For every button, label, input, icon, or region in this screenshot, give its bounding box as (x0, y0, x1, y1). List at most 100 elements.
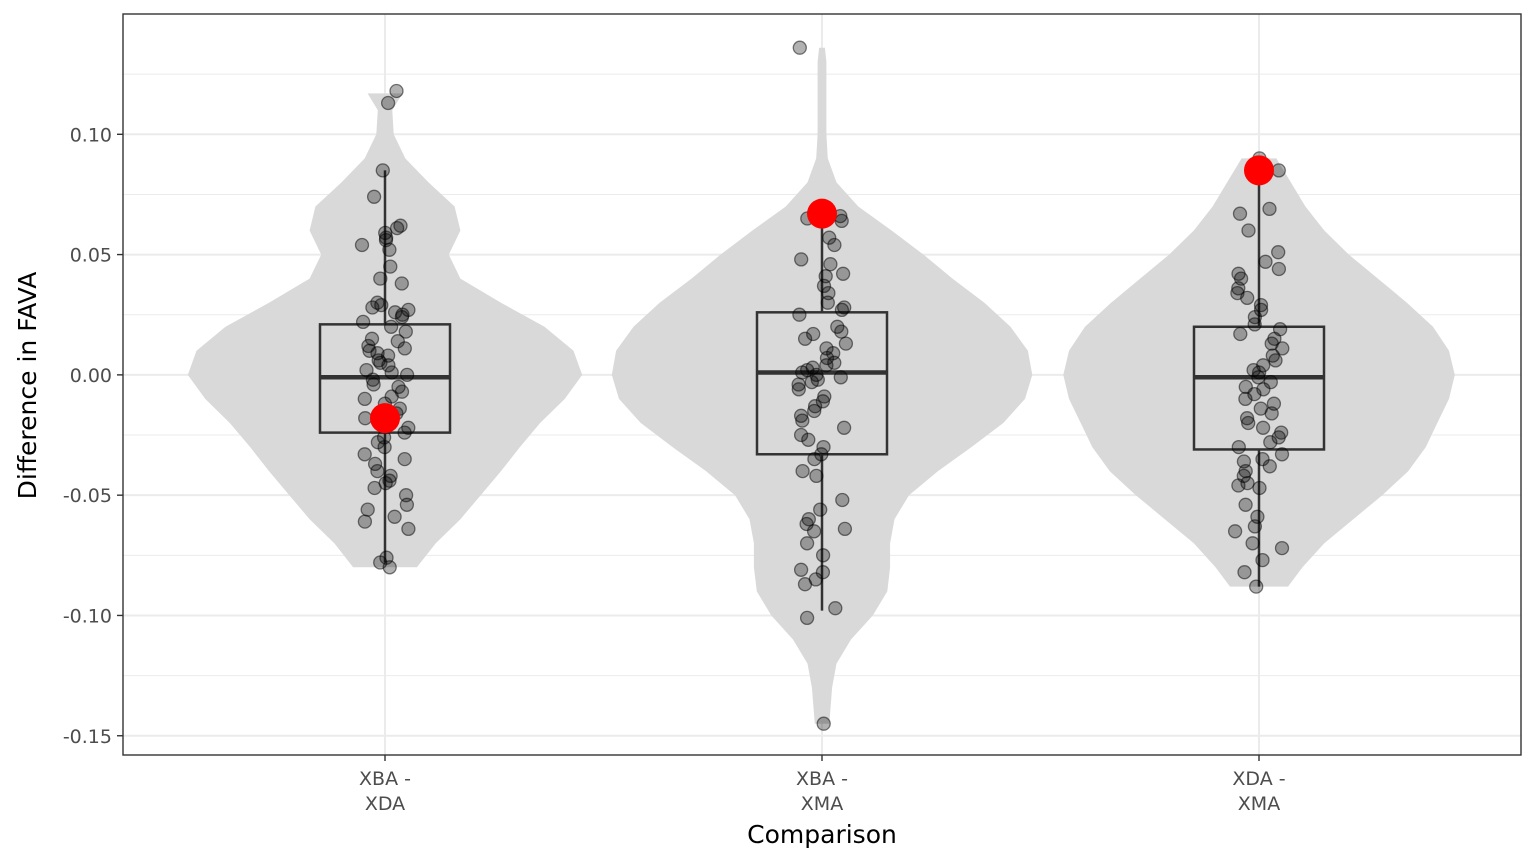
data-point (1275, 341, 1290, 356)
y-tick-label: 0.00 (70, 365, 112, 387)
data-point (1274, 447, 1290, 462)
data-point (383, 259, 398, 274)
data-point (381, 358, 396, 373)
data-point (398, 324, 413, 339)
data-point (1249, 579, 1264, 594)
data-point (375, 163, 390, 178)
data-point (1247, 317, 1262, 332)
data-point (358, 411, 373, 426)
data-point (1262, 459, 1277, 474)
data-point (1255, 552, 1270, 568)
data-point (1231, 478, 1246, 493)
data-point (373, 355, 388, 370)
data-point (837, 521, 853, 537)
data-point (1253, 297, 1269, 313)
data-point (809, 468, 824, 484)
data-point (1271, 430, 1286, 445)
data-point (819, 358, 834, 373)
x-tick-label: XMA (801, 793, 843, 815)
data-point (807, 403, 822, 419)
y-tick-label: 0.10 (70, 124, 112, 146)
y-tick-label: -0.10 (63, 605, 112, 627)
data-point (795, 463, 810, 479)
data-point (1241, 223, 1256, 238)
data-point (367, 480, 382, 496)
y-tick-label: -0.05 (63, 485, 112, 507)
data-point (834, 213, 849, 229)
data-point (397, 451, 412, 467)
data-point (1233, 326, 1248, 342)
data-point (799, 536, 815, 551)
data-point (355, 314, 371, 330)
y-axis: -0.15 -0.10 -0.05 0.00 0.05 0.10 (63, 124, 123, 748)
data-point (806, 524, 822, 539)
data-point (792, 40, 807, 55)
data-point (816, 278, 832, 294)
data-point (838, 336, 854, 351)
data-point (793, 408, 809, 423)
highlight-points (370, 155, 1274, 434)
data-point (365, 372, 381, 387)
data-point (792, 307, 807, 322)
data-point (370, 463, 385, 479)
highlight-point (1244, 155, 1274, 186)
data-point (365, 300, 380, 315)
data-point (354, 237, 370, 253)
data-point (804, 374, 819, 390)
x-axis-title: Comparison (747, 820, 897, 849)
data-point (366, 377, 381, 392)
data-point (793, 427, 809, 443)
data-point (835, 266, 851, 281)
data-point (357, 391, 372, 407)
data-point (827, 237, 842, 253)
data-point (823, 257, 838, 272)
data-point (791, 377, 806, 392)
data-point (1241, 415, 1256, 431)
data-point (383, 468, 398, 484)
data-point (357, 514, 373, 529)
data-point (820, 295, 835, 310)
data-point (389, 83, 404, 99)
data-point (1258, 254, 1273, 269)
x-tick-label: XBA - (359, 768, 411, 790)
violin-shape (611, 47, 1033, 724)
data-point (807, 451, 822, 467)
y-tick-label: -0.15 (63, 726, 112, 748)
data-point (382, 560, 397, 575)
x-tick-label: XMA (1238, 793, 1280, 815)
data-point (816, 716, 831, 731)
data-point (835, 492, 850, 508)
data-point (1263, 374, 1278, 390)
data-point (793, 562, 809, 577)
data-point (1252, 480, 1267, 496)
data-point (791, 382, 806, 397)
highlight-point (370, 403, 400, 434)
data-point (366, 189, 382, 204)
data-point (822, 230, 837, 245)
data-point (795, 413, 810, 428)
x-axis: XBA - XDA XBA - XMA XDA - XMA (359, 755, 1286, 815)
data-point (1268, 353, 1283, 368)
data-point (827, 355, 842, 370)
data-point (806, 326, 821, 342)
data-point (397, 341, 412, 356)
data-point (397, 425, 412, 440)
data-point (387, 509, 402, 524)
data-point (801, 432, 816, 447)
data-point (1245, 536, 1260, 551)
data-point (794, 252, 809, 267)
data-point (394, 276, 409, 291)
data-point (1271, 261, 1287, 277)
data-point (360, 502, 375, 517)
x-tick-label: XDA - (1232, 768, 1285, 790)
data-point (374, 297, 389, 313)
data-point (1251, 365, 1267, 380)
data-point (834, 302, 850, 318)
data-point (373, 271, 388, 286)
data-point (1274, 540, 1290, 556)
data-point (815, 548, 831, 563)
data-point (378, 225, 393, 241)
data-point (1263, 435, 1278, 450)
box (1192, 325, 1326, 451)
